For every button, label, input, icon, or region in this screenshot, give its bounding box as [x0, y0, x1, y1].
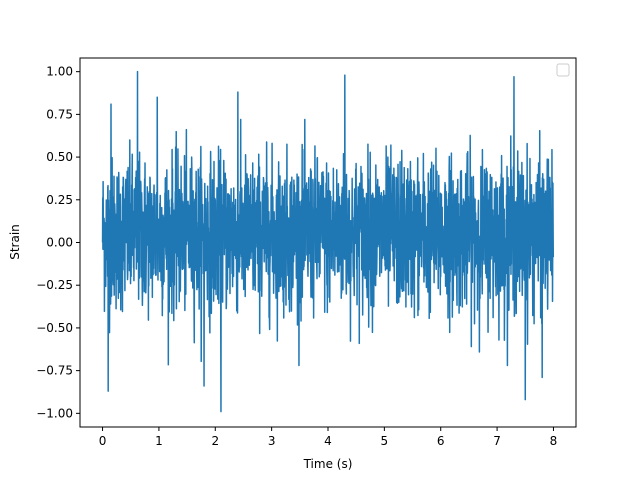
y-tick-label: 0.75 — [46, 107, 73, 121]
y-axis-ticks: −1.00 −0.75 −0.50 −0.25 0.00 0.25 0.50 0.75 1.00 — [36, 65, 80, 420]
y-axis-label: Strain — [8, 224, 22, 260]
x-tick-label: 7 — [493, 434, 501, 448]
y-tick-label: 0.50 — [46, 150, 73, 164]
x-tick-label: 5 — [381, 434, 389, 448]
x-axis-label: Time (s) — [303, 457, 353, 471]
x-tick-label: 8 — [550, 434, 558, 448]
y-tick-label: −0.75 — [36, 364, 73, 378]
y-tick-label: −0.25 — [36, 278, 73, 292]
strain-series-line — [101, 70, 555, 413]
x-tick-label: 4 — [324, 434, 332, 448]
x-tick-label: 0 — [99, 434, 107, 448]
y-tick-label: 0.25 — [46, 193, 73, 207]
y-tick-label: 0.00 — [46, 236, 73, 250]
y-tick-label: −0.50 — [36, 321, 73, 335]
x-axis-ticks: 0 1 2 3 4 5 6 7 8 — [99, 427, 558, 448]
x-tick-label: 2 — [211, 434, 219, 448]
x-tick-label: 3 — [268, 434, 276, 448]
y-tick-label: −1.00 — [36, 406, 73, 420]
x-tick-label: 1 — [155, 434, 163, 448]
x-tick-label: 6 — [437, 434, 445, 448]
series-layer — [101, 70, 555, 413]
y-tick-label: 1.00 — [46, 65, 73, 79]
legend-box — [556, 63, 570, 77]
